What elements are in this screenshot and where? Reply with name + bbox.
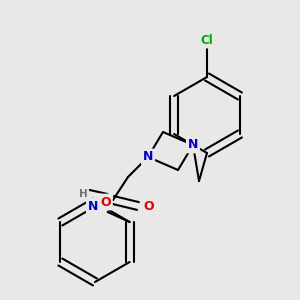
Text: O: O — [100, 196, 111, 208]
Text: O: O — [144, 200, 154, 212]
Text: N: N — [143, 151, 153, 164]
Text: N: N — [88, 200, 98, 212]
Text: Cl: Cl — [201, 34, 213, 46]
Text: N: N — [188, 139, 198, 152]
Text: H: H — [79, 189, 87, 199]
